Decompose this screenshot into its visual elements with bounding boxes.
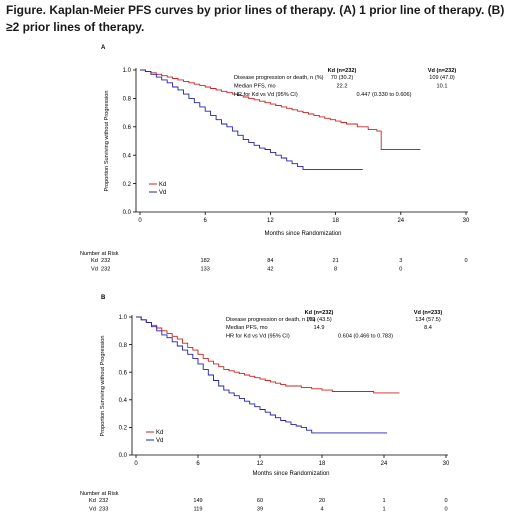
panel-b-risk-row-n: 233 bbox=[99, 507, 108, 513]
panel-a-risk-value: 21 bbox=[332, 258, 338, 264]
panel-a-stats-header-vd: Vd (n=232) bbox=[428, 68, 457, 74]
panel-b-risk-value: 39 bbox=[257, 507, 263, 513]
panel-b-label: B bbox=[101, 295, 106, 301]
panel-b-stats-vd-value: 134 (57.5) bbox=[415, 317, 441, 323]
panel-a-label: A bbox=[101, 45, 106, 51]
panel-b-risk-title: Number at Risk bbox=[80, 491, 119, 497]
panel-b-stats-row-label: Median PFS, mo bbox=[226, 325, 268, 331]
panel-a-x-tick-label: 6 bbox=[204, 218, 208, 224]
panel-a-risk-row-n: 232 bbox=[101, 267, 110, 273]
panel-a-risk-value: 182 bbox=[201, 258, 210, 264]
panel-b-curve-vd bbox=[136, 316, 388, 434]
panel-b-risk-row-name: Vd bbox=[89, 507, 96, 513]
panel-b-x-axis-label: Months since Randomization bbox=[252, 471, 329, 477]
panel-a-y-tick-label: 0.6 bbox=[123, 125, 132, 131]
panel-a-stats-hr-value: 0.447 (0.330 to 0.606) bbox=[356, 92, 411, 98]
panel-b-risk-value: 20 bbox=[319, 498, 325, 504]
panel-b-risk-value: 0 bbox=[444, 507, 447, 513]
panel-a-risk-value: 133 bbox=[201, 267, 210, 273]
panel-a-risk-value: 84 bbox=[267, 258, 273, 264]
panel-b-x-tick-label: 30 bbox=[443, 461, 450, 467]
panel-b-y-tick-label: 0.8 bbox=[119, 343, 128, 349]
panel-a-y-tick-label: 0.2 bbox=[123, 182, 132, 188]
panel-b-stats-row-label: HR for Kd vs Vd (95% CI) bbox=[226, 333, 290, 339]
panel-a-y-tick-label: 0.0 bbox=[123, 210, 132, 216]
panel-b-curve-kd bbox=[136, 316, 400, 394]
panel-b-risk-row-name: Kd bbox=[89, 498, 96, 504]
panel-b-stats-header-vd: Vd (n=233) bbox=[414, 310, 443, 316]
panel-a-risk-value: 3 bbox=[399, 258, 402, 264]
panel-a-stats-header-kd: Kd (n=232) bbox=[328, 68, 357, 74]
panel-b-risk-value: 1 bbox=[382, 507, 385, 513]
panel-b-x-tick-label: 12 bbox=[257, 461, 264, 467]
panel-a-x-axis-label: Months since Randomization bbox=[264, 231, 341, 237]
panel-b-risk-value: 4 bbox=[320, 507, 323, 513]
panel-a-x-tick-label: 30 bbox=[463, 218, 470, 224]
panel-b-x-tick-label: 0 bbox=[134, 461, 138, 467]
panel-b-stats-kd-value: 14.9 bbox=[314, 325, 325, 331]
panel-b-risk-value: 119 bbox=[194, 507, 203, 513]
panel-a-legend-label-vd: Vd bbox=[159, 190, 166, 196]
panel-b-stats-row-label: Disease progression or death, n (%) bbox=[226, 317, 316, 323]
panel-b-risk-row-n: 232 bbox=[99, 498, 108, 504]
panel-b-risk-value: 149 bbox=[193, 498, 202, 504]
panel-a-x-tick-label: 24 bbox=[397, 218, 404, 224]
panel-a-risk-title: Number at Risk bbox=[80, 251, 119, 257]
panel-a-stats-kd-value: 22.2 bbox=[337, 84, 348, 90]
panel-b-legend-label-kd: Kd bbox=[156, 430, 163, 436]
panel-b-x-tick-label: 24 bbox=[381, 461, 388, 467]
panel-b-risk-value: 60 bbox=[257, 498, 263, 504]
panel-b-stats-hr-value: 0.604 (0.466 to 0.783) bbox=[338, 333, 393, 339]
panel-b-y-axis-label: Proportion Surviving without Progression bbox=[100, 335, 106, 436]
panel-a-x-tick-label: 0 bbox=[138, 218, 142, 224]
panel-b-stats-header-kd: Kd (n=232) bbox=[305, 310, 334, 316]
panel-a-curve-kd bbox=[140, 69, 421, 150]
panel-a-stats-kd-value: 70 (30.2) bbox=[331, 75, 354, 81]
panel-b-x-tick-label: 6 bbox=[196, 461, 200, 467]
panel-a-stats-row-label: Median PFS, mo bbox=[234, 84, 276, 90]
panel-a-y-tick-label: 0.4 bbox=[123, 153, 132, 159]
panel-a-y-tick-label: 1.0 bbox=[123, 68, 132, 74]
panel-a-stats-row-label: Disease progression or death, n (%) bbox=[234, 75, 324, 81]
panel-a-risk-row-name: Kd bbox=[91, 258, 98, 264]
panel-a-curve-vd bbox=[140, 69, 363, 170]
panel-a-risk-value: 8 bbox=[334, 267, 337, 273]
panel-b-stats-vd-value: 8.4 bbox=[424, 325, 432, 331]
panel-b-legend-label-vd: Vd bbox=[156, 438, 163, 444]
panel-a-risk-value: 0 bbox=[399, 267, 402, 273]
panel-b-risk-value: 0 bbox=[444, 498, 447, 504]
panel-a-risk-row-name: Vd bbox=[91, 267, 98, 273]
panel-b-y-tick-label: 0.6 bbox=[119, 370, 128, 376]
panel-a-risk-row-n: 232 bbox=[101, 258, 110, 264]
panel-b-y-tick-label: 1.0 bbox=[119, 315, 128, 321]
panel-b-stats-kd-value: 101 (43.5) bbox=[306, 317, 332, 323]
panel-a-risk-value: 42 bbox=[267, 267, 273, 273]
panel-b-y-tick-label: 0.2 bbox=[119, 426, 128, 432]
panel-a-x-tick-label: 18 bbox=[332, 218, 339, 224]
panel-a-y-tick-label: 0.8 bbox=[123, 97, 132, 103]
panel-a-stats-vd-value: 109 (47.0) bbox=[429, 75, 455, 81]
panel-a-stats-row-label: HR for Kd vs Vd (95% CI) bbox=[234, 92, 298, 98]
panel-a-x-tick-label: 12 bbox=[267, 218, 274, 224]
panel-b-risk-value: 1 bbox=[382, 498, 385, 504]
figure-title: Figure. Kaplan-Meier PFS curves by prior… bbox=[6, 3, 505, 34]
panel-b-y-tick-label: 0.0 bbox=[119, 453, 128, 459]
panel-b-x-tick-label: 18 bbox=[319, 461, 326, 467]
panel-a-risk-value: 0 bbox=[464, 258, 467, 264]
panel-a-stats-vd-value: 10.1 bbox=[437, 84, 448, 90]
panel-a-y-axis-label: Proportion Surviving without Progression bbox=[104, 90, 110, 191]
panel-b-y-tick-label: 0.4 bbox=[119, 398, 128, 404]
panel-a-legend-label-kd: Kd bbox=[159, 182, 166, 188]
